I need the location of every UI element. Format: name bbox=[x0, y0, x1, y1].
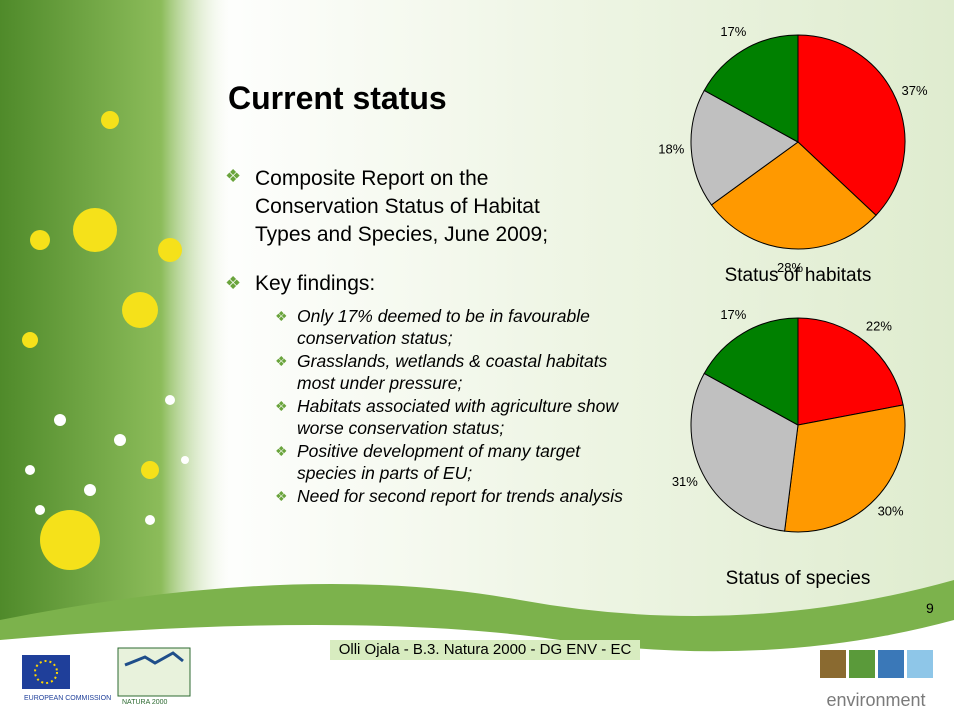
sub-bullet: Need for second report for trends analys… bbox=[297, 485, 647, 507]
slice-label: 31% bbox=[672, 474, 698, 489]
sub-bullet-icon: ❖ bbox=[275, 353, 288, 370]
sub-bullet-icon: ❖ bbox=[275, 308, 288, 325]
env-tile bbox=[849, 650, 875, 678]
sub-bullet-icon: ❖ bbox=[275, 488, 288, 505]
env-label: environment bbox=[826, 690, 925, 710]
slice-label: 22% bbox=[866, 319, 892, 334]
sub-bullet: Grasslands, wetlands & coastal habitats … bbox=[297, 350, 627, 394]
natura-label: NATURA 2000 bbox=[122, 699, 167, 706]
slice-label: 17% bbox=[720, 307, 746, 322]
eu-label: EUROPEAN COMMISSION bbox=[24, 695, 111, 702]
page-number: 9 bbox=[926, 600, 934, 616]
slide: EUROPEAN COMMISSION NATURA 2000 environm… bbox=[0, 0, 954, 720]
chart-title: Status of habitats bbox=[725, 265, 872, 286]
sub-bullet-icon: ❖ bbox=[275, 398, 288, 415]
slice-label: 18% bbox=[658, 141, 684, 156]
bullet-icon: ❖ bbox=[225, 273, 241, 294]
footer: Olli Ojala - B.3. Natura 2000 - DG ENV -… bbox=[330, 640, 640, 660]
slice-label: 30% bbox=[878, 503, 904, 518]
env-tile bbox=[878, 650, 904, 678]
slice-label: 17% bbox=[720, 24, 746, 39]
env-tile bbox=[907, 650, 933, 678]
env-tile bbox=[820, 650, 846, 678]
slide-title: Current status bbox=[228, 80, 447, 117]
sub-bullet: Habitats associated with agriculture sho… bbox=[297, 395, 647, 439]
natura-logo bbox=[118, 648, 190, 696]
chart-title: Status of species bbox=[726, 568, 871, 589]
sub-bullet: Only 17% deemed to be in favourable cons… bbox=[297, 305, 647, 349]
sub-bullet-icon: ❖ bbox=[275, 443, 288, 460]
flower-image bbox=[0, 0, 230, 620]
bullet: Key findings: bbox=[255, 272, 375, 296]
bullet-icon: ❖ bbox=[225, 166, 241, 187]
bullet: Composite Report on the Conservation Sta… bbox=[255, 165, 555, 249]
sub-bullet: Positive development of many target spec… bbox=[297, 440, 627, 484]
slice-label: 37% bbox=[902, 83, 928, 98]
